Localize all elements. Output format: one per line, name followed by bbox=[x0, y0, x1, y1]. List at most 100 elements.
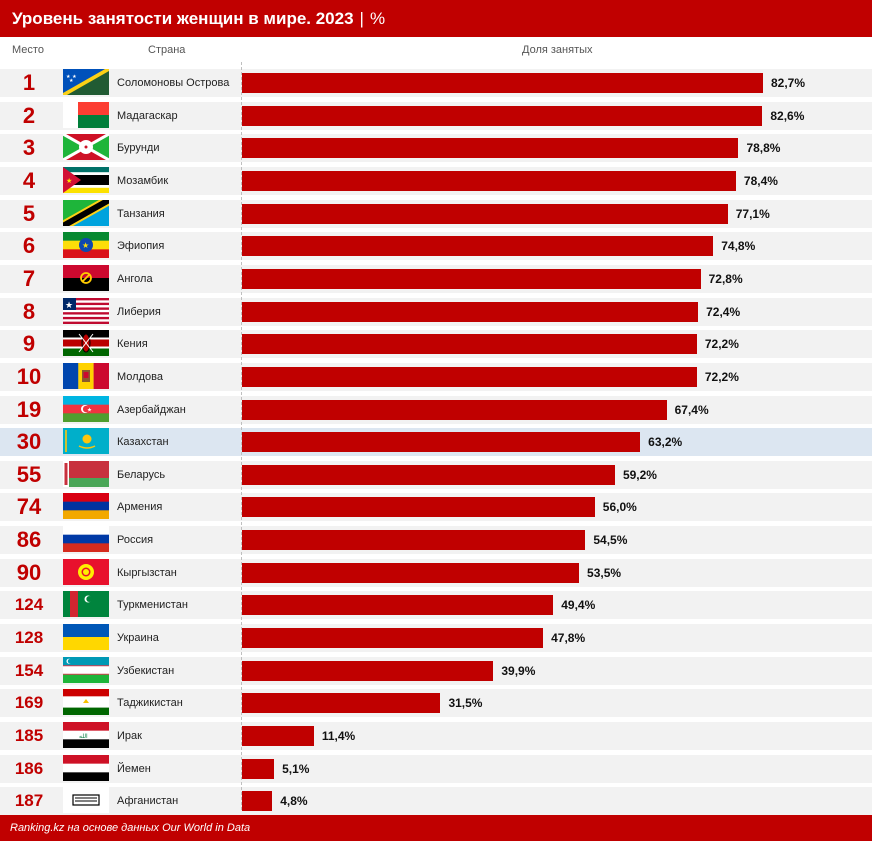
table-row: 90 Кыргызстан 53,5% bbox=[0, 558, 872, 587]
bar bbox=[242, 595, 554, 616]
source-footer: Ranking.kz на основе данных Our World in… bbox=[0, 815, 872, 841]
rank-label: 10 bbox=[16, 363, 42, 389]
country-label: Молдова bbox=[117, 370, 163, 383]
bar bbox=[242, 758, 275, 779]
table-row: 2 Мадагаскар 82,6% bbox=[0, 101, 872, 130]
tanzania-flag-icon bbox=[63, 199, 109, 226]
table-row: 30 Казахстан 63,2% bbox=[0, 428, 872, 457]
svg-text:★: ★ bbox=[65, 301, 73, 311]
country-label: Либерия bbox=[117, 305, 161, 318]
value-label: 72,8% bbox=[708, 271, 743, 286]
russia-flag-icon bbox=[63, 526, 109, 553]
value-label: 11,4% bbox=[321, 729, 356, 743]
title-unit: % bbox=[369, 9, 386, 28]
kazakhstan-flag-icon bbox=[63, 428, 109, 455]
rank-label: 7 bbox=[22, 265, 36, 291]
svg-text:الله: الله bbox=[79, 733, 88, 740]
value-label: 78,8% bbox=[746, 141, 781, 156]
rank-label: 124 bbox=[14, 595, 44, 615]
table-row: 9 Кения 72,2% bbox=[0, 330, 872, 359]
rank-label: 19 bbox=[16, 396, 42, 422]
bar bbox=[242, 301, 699, 322]
kyrgyzstan-flag-icon bbox=[63, 558, 109, 585]
value-label: 82,7% bbox=[771, 76, 806, 90]
table-row: 55 Беларусь 59,2% bbox=[0, 460, 872, 489]
moldova-flag-icon bbox=[63, 362, 109, 389]
value-label: 47,8% bbox=[551, 631, 586, 646]
bar bbox=[242, 660, 494, 681]
rank-label: 3 bbox=[22, 135, 36, 161]
country-label: Кыргызстан bbox=[117, 566, 177, 579]
rank-label: 8 bbox=[22, 298, 36, 324]
rank-label: 5 bbox=[22, 200, 36, 226]
burundi-flag-icon bbox=[63, 134, 109, 161]
rank-label: 90 bbox=[16, 559, 42, 585]
country-label: Украина bbox=[117, 632, 159, 645]
rank-label: 128 bbox=[14, 628, 44, 648]
rank-label: 187 bbox=[14, 791, 44, 811]
column-header-country: Страна bbox=[148, 44, 186, 56]
chart-title-bar: Уровень занятости женщин в мире. 2023 |% bbox=[0, 0, 872, 37]
table-row: 10 Молдова 72,2% bbox=[0, 362, 872, 391]
rank-label: 185 bbox=[14, 726, 44, 745]
rank-label: 154 bbox=[14, 660, 44, 680]
bar bbox=[242, 791, 273, 812]
country-label: Армения bbox=[117, 501, 163, 514]
country-label: Таджикистан bbox=[117, 697, 183, 710]
bar bbox=[242, 562, 580, 583]
value-label: 4,8% bbox=[280, 794, 308, 809]
rank-label: 186 bbox=[14, 758, 44, 778]
table-row: 3 Бурунди 78,8% bbox=[0, 134, 872, 163]
value-label: 67,4% bbox=[674, 402, 709, 417]
value-label: 49,4% bbox=[561, 598, 596, 613]
table-row: 185 الله Ирак 11,4% bbox=[0, 722, 872, 750]
value-label: 82,6% bbox=[770, 108, 805, 123]
column-header-rank: Место bbox=[12, 44, 44, 56]
country-label: Йемен bbox=[117, 762, 151, 775]
country-label: Танзания bbox=[117, 207, 165, 220]
rank-label: 9 bbox=[22, 331, 36, 357]
turkmenistan-flag-icon bbox=[63, 591, 109, 618]
table-row: 19 ★ Азербайджан 67,4% bbox=[0, 395, 872, 424]
bar bbox=[242, 432, 641, 453]
value-label: 77,1% bbox=[735, 206, 770, 221]
rank-label: 86 bbox=[16, 527, 42, 553]
table-row: 169 Таджикистан 31,5% bbox=[0, 689, 872, 718]
kenya-flag-icon bbox=[63, 330, 109, 357]
country-label: Мозамбик bbox=[117, 174, 169, 187]
axis-divider bbox=[241, 62, 242, 810]
svg-text:★: ★ bbox=[82, 241, 89, 250]
table-row: 7 Ангола 72,8% bbox=[0, 264, 872, 293]
value-label: 54,5% bbox=[593, 533, 628, 548]
table-row: 6 ★ Эфиопия 74,8% bbox=[0, 232, 872, 261]
belarus-flag-icon bbox=[63, 460, 109, 487]
solomon-islands-flag-icon: ★ ★ ★ bbox=[63, 69, 109, 95]
value-label: 5,1% bbox=[282, 761, 310, 776]
country-label: Эфиопия bbox=[117, 240, 165, 253]
table-row: 187 Афганистан 4,8% bbox=[0, 787, 872, 816]
rank-label: 169 bbox=[14, 693, 44, 713]
column-header-share: Доля занятых bbox=[522, 44, 593, 56]
value-label: 72,2% bbox=[704, 337, 739, 352]
ethiopia-flag-icon: ★ bbox=[63, 232, 109, 259]
rank-label: 6 bbox=[22, 233, 36, 259]
table-row: 128 Украина 47,8% bbox=[0, 624, 872, 653]
uzbekistan-flag-icon bbox=[63, 656, 109, 683]
afghanistan-flag-icon bbox=[63, 787, 109, 814]
country-label: Ангола bbox=[117, 272, 153, 285]
bar bbox=[242, 726, 314, 746]
value-label: 59,2% bbox=[622, 467, 657, 482]
table-row: 4 ★ Мозамбик 78,4% bbox=[0, 166, 872, 195]
value-label: 78,4% bbox=[743, 173, 778, 188]
rank-label: 1 bbox=[22, 70, 36, 95]
country-label: Азербайджан bbox=[117, 403, 186, 416]
value-label: 56,0% bbox=[602, 500, 637, 515]
liberia-flag-icon: ★ bbox=[63, 297, 109, 324]
value-label: 31,5% bbox=[448, 696, 483, 711]
bar bbox=[242, 138, 739, 159]
rank-label: 30 bbox=[16, 429, 42, 455]
country-label: Афганистан bbox=[117, 795, 179, 808]
table-row: 74 Армения 56,0% bbox=[0, 493, 872, 522]
table-row: 186 Йемен 5,1% bbox=[0, 754, 872, 783]
bar bbox=[242, 497, 595, 518]
